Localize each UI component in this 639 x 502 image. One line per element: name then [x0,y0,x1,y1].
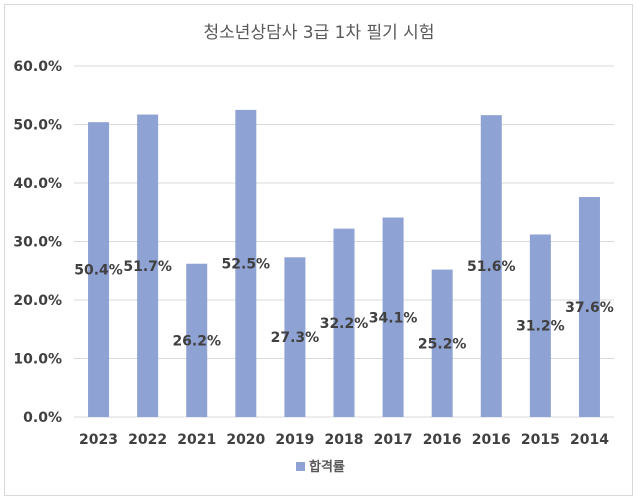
y-tick-label: 30.0% [13,235,62,251]
data-label: 27.3% [271,330,320,346]
y-tick-label: 0.0% [23,410,62,426]
bar [137,114,159,418]
data-label: 25.2% [418,336,467,352]
y-axis-ticks: 0.0% 10.0% 20.0% 30.0% 40.0% 50.0% 60.0% [13,59,62,426]
bar [284,257,306,417]
data-label: 32.2% [320,316,369,332]
data-label: 34.1% [369,310,418,326]
x-tick-label: 2017 [374,432,413,448]
data-label: 52.5% [222,256,271,272]
x-tick-label: 2023 [79,432,118,448]
data-label: 31.2% [516,319,565,335]
x-tick-label: 2016 [472,432,511,448]
x-tick-label: 2022 [128,432,167,448]
data-label: 37.6% [565,300,614,316]
y-tick-label: 60.0% [13,59,62,75]
x-tick-label: 2018 [325,432,364,448]
bar [431,269,453,417]
bar [480,115,502,417]
x-tick-label: 2019 [275,432,314,448]
x-tick-label: 2021 [177,432,216,448]
x-tick-label: 2016 [423,432,462,448]
bar [333,228,355,417]
bar [235,109,257,417]
data-label: 50.4% [74,263,123,279]
legend-swatch [296,462,305,471]
x-tick-label: 2015 [521,432,560,448]
x-tick-label: 2020 [226,432,265,448]
y-tick-label: 20.0% [13,293,62,309]
bar [578,197,600,417]
y-tick-label: 50.0% [13,118,62,134]
x-tick-label: 2014 [570,432,609,448]
y-tick-label: 40.0% [13,176,62,192]
legend: 합격률 [296,459,345,475]
bar [88,122,110,417]
data-label: 51.6% [467,259,516,275]
grid-lines [74,65,614,418]
bar [382,217,404,417]
y-tick-label: 10.0% [13,352,62,368]
chart-title: 청소년상담사 3급 1차 필기 시험 [204,23,435,43]
data-label: 51.7% [123,259,172,275]
bar [529,234,551,417]
x-axis-ticks: 2023 2022 2021 2020 2019 2018 2017 2016 2016 2015… [79,432,609,448]
bars [88,109,600,418]
bar [186,263,208,417]
data-labels: 50.4% 51.7% 26.2% 52.5% 27.3%32.2% 34.1%25.2%… [74,256,613,352]
data-label: 26.2% [172,333,221,349]
legend-label: 합격률 [309,459,345,475]
